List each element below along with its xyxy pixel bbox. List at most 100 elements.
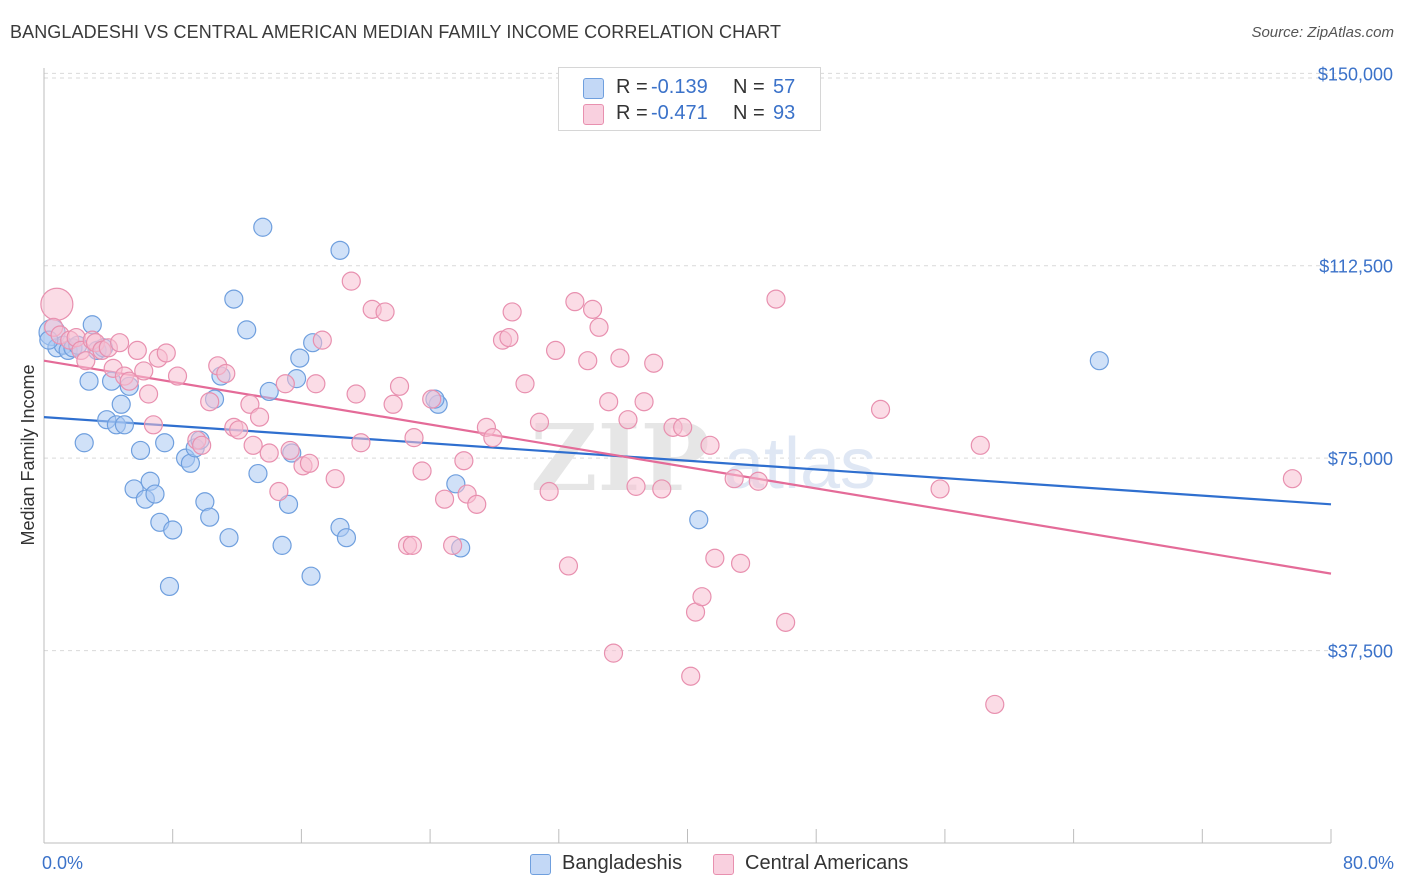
point-bangladeshi xyxy=(259,381,279,402)
point-central-american xyxy=(545,340,566,361)
point-central-american xyxy=(240,394,260,414)
point-central-american xyxy=(652,479,672,499)
legend-swatch-pink xyxy=(583,104,604,125)
point-bangladeshi xyxy=(301,566,321,586)
point-central-american xyxy=(143,415,163,435)
point-central-american xyxy=(634,392,654,412)
y-tick-label: $37,500 xyxy=(1328,642,1393,662)
point-central-american xyxy=(582,299,603,319)
point-bangladeshi xyxy=(336,528,357,548)
point-bangladeshi xyxy=(248,463,268,484)
point-bangladeshi xyxy=(145,484,165,504)
point-bangladeshi xyxy=(290,348,310,368)
y-tick-label: $150,000 xyxy=(1318,64,1393,84)
point-central-american xyxy=(383,394,403,414)
point-central-american xyxy=(200,392,220,412)
point-central-american xyxy=(412,461,432,481)
point-central-american xyxy=(970,435,990,455)
point-central-american xyxy=(156,343,176,363)
point-central-american xyxy=(243,435,263,455)
point-central-american xyxy=(603,643,624,663)
point-central-american xyxy=(985,694,1005,715)
point-central-american xyxy=(269,481,289,502)
point-central-american xyxy=(346,384,366,404)
point-bangladeshi xyxy=(224,289,244,309)
point-central-american xyxy=(483,428,503,448)
point-central-american xyxy=(692,587,712,607)
point-central-american xyxy=(119,371,139,391)
point-central-american xyxy=(312,330,332,350)
point-central-american xyxy=(705,548,725,568)
point-central-american xyxy=(443,535,463,555)
point-bangladeshi xyxy=(163,520,183,540)
point-bangladeshi xyxy=(130,440,151,461)
point-central-american xyxy=(375,302,395,322)
data-points xyxy=(38,217,1302,715)
point-central-american xyxy=(134,361,154,381)
point-bangladeshi xyxy=(79,371,99,391)
point-central-american xyxy=(673,417,693,437)
point-central-american xyxy=(275,374,295,394)
legend-swatch-blue xyxy=(583,78,604,99)
point-central-american xyxy=(724,469,744,489)
point-central-american xyxy=(138,384,159,404)
point-central-american xyxy=(341,271,361,291)
point-central-american xyxy=(589,317,609,337)
legend-label-bangladeshis: Bangladeshis xyxy=(562,852,683,874)
point-central-american xyxy=(351,433,371,453)
axes xyxy=(43,68,1332,844)
point-central-american xyxy=(422,389,442,409)
point-central-american xyxy=(306,374,326,394)
point-central-american xyxy=(404,428,424,448)
point-central-american xyxy=(766,289,786,309)
legend-r-value: -0.471 xyxy=(651,102,708,124)
point-central-american xyxy=(529,412,550,432)
point-bangladeshi xyxy=(278,494,299,514)
legend-r-label: R = xyxy=(616,102,648,124)
point-central-american xyxy=(216,363,236,384)
point-central-american xyxy=(644,353,664,373)
point-bangladeshi xyxy=(253,217,273,237)
legend-n-value: 93 xyxy=(773,102,796,124)
point-central-american xyxy=(434,489,455,509)
y-tick-label: $112,500 xyxy=(1319,257,1393,277)
point-central-american xyxy=(192,435,212,455)
legend-swatch-blue xyxy=(530,854,551,875)
point-bangladeshi xyxy=(159,576,180,597)
legend-r-label: R = xyxy=(616,76,648,98)
point-bangladeshi xyxy=(74,433,94,453)
watermark: ZIP atlas xyxy=(530,404,876,512)
trend-line-central-americans xyxy=(43,359,1332,575)
point-bangladeshi xyxy=(1089,351,1109,371)
point-bangladeshi xyxy=(237,320,257,340)
trend-lines xyxy=(43,359,1332,575)
point-central-american xyxy=(539,481,559,502)
legend-n-label: N = xyxy=(733,102,765,124)
x-tick-label-max: 80.0% xyxy=(1343,853,1394,873)
point-central-american xyxy=(467,494,487,514)
point-central-american xyxy=(565,292,585,312)
point-central-american xyxy=(502,302,522,322)
point-central-american xyxy=(599,392,619,412)
point-bangladeshi xyxy=(114,415,135,435)
point-central-american xyxy=(870,399,891,420)
point-central-american xyxy=(610,348,630,368)
point-central-american xyxy=(618,410,638,430)
legend-n-label: N = xyxy=(733,76,765,98)
legend-label-central-americans: Central Americans xyxy=(745,852,909,874)
point-central-american xyxy=(1282,469,1302,489)
legend-n-value: 57 xyxy=(773,76,796,98)
y-axis-title: Median Family Income xyxy=(18,364,38,545)
point-bangladeshi xyxy=(689,510,709,530)
trend-line-bangladeshis xyxy=(43,416,1332,506)
point-central-american xyxy=(402,535,423,555)
point-central-american xyxy=(578,351,598,371)
point-central-american xyxy=(700,435,720,455)
point-bangladeshi xyxy=(111,394,131,414)
y-tick-label: $75,000 xyxy=(1328,449,1393,469)
point-central-american xyxy=(776,612,796,632)
legend-r-value: -0.139 xyxy=(651,76,708,98)
point-central-american xyxy=(299,453,320,473)
legend-swatch-pink xyxy=(713,854,734,875)
gridlines xyxy=(44,72,1339,652)
